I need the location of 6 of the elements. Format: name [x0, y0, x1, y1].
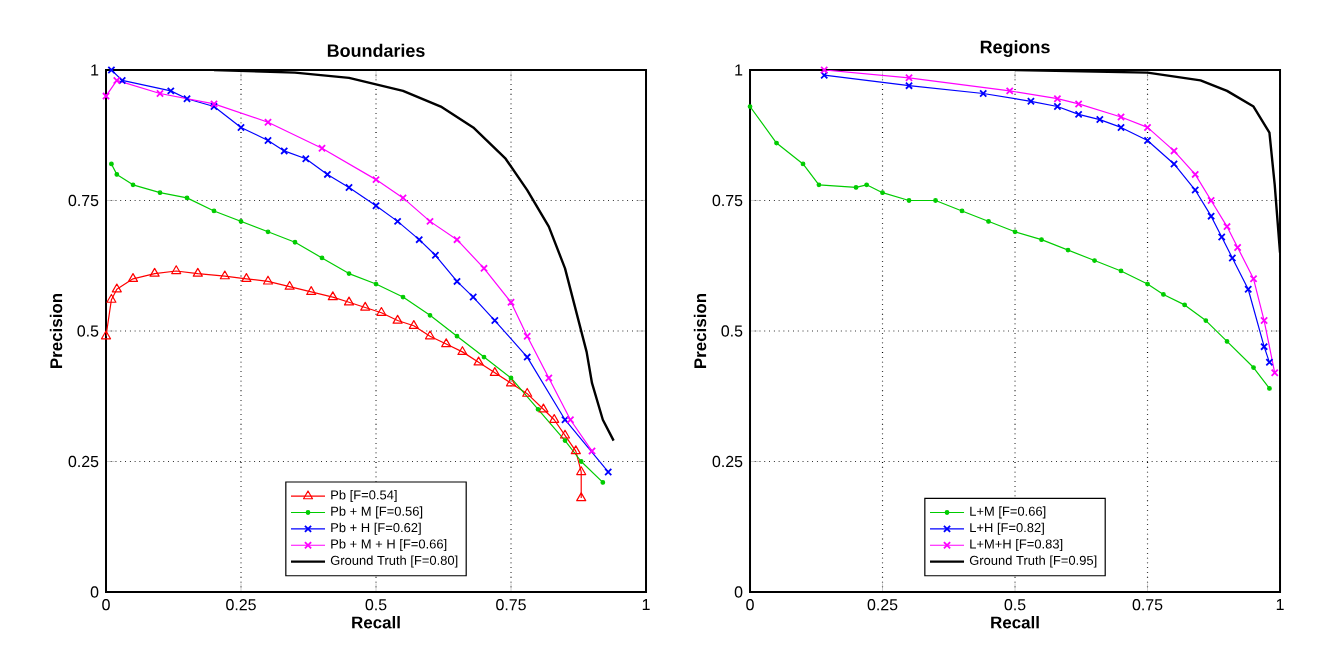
y-axis-title: Precision	[49, 293, 63, 368]
chart-title: Regions	[980, 40, 1050, 57]
chart-title: Boundaries	[327, 43, 425, 57]
y-axis-title: Precision	[693, 293, 707, 368]
x-axis-title: Recall	[991, 616, 1039, 629]
x-axis-title: Recall	[352, 616, 400, 629]
